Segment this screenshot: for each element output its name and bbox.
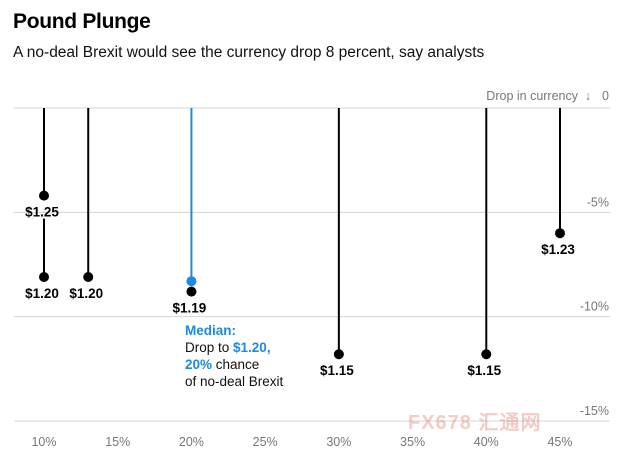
y-tick-label: -5% [587, 195, 609, 209]
x-tick-label: 15% [105, 435, 130, 449]
chart-title: Pound Plunge [13, 10, 151, 33]
watermark-logo: FX678 汇通网 [408, 412, 542, 434]
annotation-line2-suffix: chance [212, 357, 260, 372]
annotation-line1-prefix: Drop to [185, 340, 234, 355]
annotation-line3: of no-deal Brexit [185, 374, 284, 389]
x-tick-label: 20% [179, 435, 204, 449]
data-point [186, 286, 197, 297]
data-point [481, 349, 492, 360]
data-point [555, 228, 565, 239]
x-axis-ticks: 10% 15% 20% 25% 30% 35% 40% 45% [31, 435, 572, 449]
data-point [39, 190, 49, 201]
data-label: $1.20 [69, 286, 103, 301]
data-label: $1.15 [467, 363, 501, 378]
data-point [83, 272, 94, 283]
y-axis-label: Drop in currency [486, 89, 578, 103]
y-tick-label: -10% [580, 300, 609, 314]
chart-subtitle: A no-deal Brexit would see the currency … [13, 44, 485, 61]
median-point [186, 276, 197, 287]
y-tick-label: 0 [602, 89, 609, 103]
series-points [39, 190, 565, 360]
x-tick-label: 40% [474, 435, 499, 449]
data-label: $1.20 [25, 286, 59, 301]
data-label: $1.25 [25, 205, 59, 220]
x-tick-label: 30% [326, 435, 351, 449]
y-axis-ticks: 0 -5% -10% -15% [580, 89, 609, 418]
annotation-line2-value: 20% [185, 357, 213, 372]
data-label: $1.15 [320, 363, 354, 378]
data-label: $1.19 [173, 301, 207, 316]
x-tick-label: 35% [400, 435, 425, 449]
x-tick-label: 10% [31, 435, 56, 449]
data-label: $1.23 [541, 242, 575, 257]
median-annotation: Median: Drop to $1.20, 20% chance of no-… [185, 322, 283, 390]
series-stems [43, 108, 561, 355]
x-tick-label: 45% [547, 435, 572, 449]
y-tick-label: -15% [580, 404, 609, 418]
data-point [39, 272, 49, 283]
annotation-heading: Median: [185, 323, 237, 338]
annotation-line1-value: $1.20, [233, 340, 271, 355]
down-arrow-icon: ↓ [585, 89, 591, 103]
data-labels: $1.25 $1.20 $1.20 $1.19 $1.15 $1.15 $1.23 [25, 205, 575, 379]
x-tick-label: 25% [253, 435, 278, 449]
data-point [333, 349, 344, 360]
grid-lines [14, 107, 610, 422]
